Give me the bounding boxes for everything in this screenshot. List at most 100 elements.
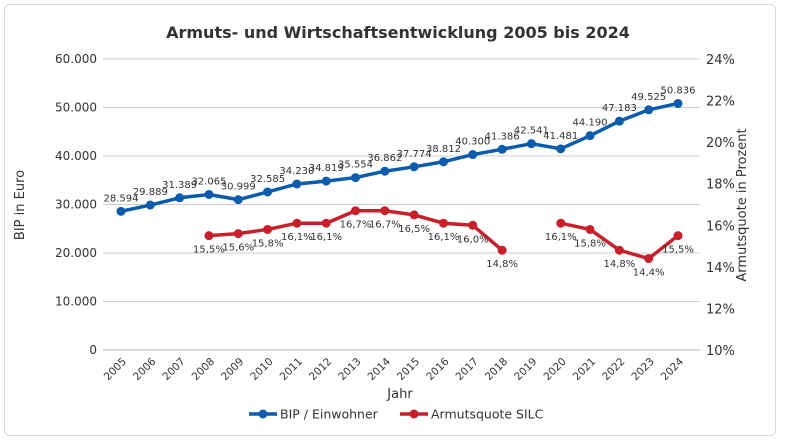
- data-point: [673, 98, 683, 108]
- x-tick-label: 2020: [541, 356, 568, 383]
- y-left-tick-label: 40.000: [55, 149, 97, 163]
- data-point: [145, 200, 155, 210]
- x-tick-label: 2024: [659, 355, 687, 383]
- data-point: [321, 176, 331, 186]
- data-label: 28.594: [104, 193, 139, 204]
- data-label: 44.190: [573, 118, 608, 129]
- y-left-tick-label: 60.000: [55, 52, 97, 66]
- data-label: 32.585: [250, 174, 285, 185]
- data-label: 31.389: [162, 180, 197, 191]
- chart-title: Armuts- und Wirtschaftsentwicklung 2005 …: [166, 23, 630, 42]
- chart-frame: [4, 4, 776, 436]
- x-tick-label: 2011: [278, 356, 305, 383]
- x-axis-title: Jahr: [386, 387, 413, 402]
- legend-marker: [409, 409, 419, 419]
- data-point: [409, 210, 419, 220]
- data-point: [556, 144, 566, 154]
- y-right-tick-label: 20%: [706, 136, 735, 151]
- y-left-tick-label: 0: [89, 343, 97, 357]
- x-tick-label: 2022: [600, 356, 627, 383]
- data-point: [585, 131, 595, 141]
- series-line-bip: [120, 101, 679, 214]
- data-point: [526, 139, 536, 149]
- y-left-tick-label: 10.000: [55, 295, 97, 309]
- x-tick-label: 2021: [571, 356, 598, 383]
- x-tick-label: 2017: [454, 356, 481, 383]
- legend-entry: BIP / Einwohner: [280, 407, 379, 422]
- data-point: [175, 193, 185, 203]
- data-label: 42.541: [514, 126, 549, 137]
- data-point: [497, 144, 507, 154]
- data-point: [438, 218, 448, 228]
- data-point: [585, 224, 595, 234]
- y-left-tick-label: 50.000: [55, 101, 97, 115]
- data-point: [380, 166, 390, 176]
- data-label: 35.554: [338, 160, 373, 171]
- y-right-tick-label: 18%: [706, 178, 735, 193]
- data-label: 15,8%: [574, 238, 606, 249]
- x-tick-label: 2008: [190, 356, 217, 383]
- data-label: 14,4%: [633, 268, 665, 279]
- x-tick-label: 2012: [307, 356, 334, 383]
- data-point: [409, 162, 419, 172]
- data-label: 41.386: [485, 131, 520, 142]
- data-label: 47.183: [602, 103, 637, 114]
- data-point: [263, 187, 273, 197]
- data-label: 30.999: [221, 182, 256, 193]
- data-point: [380, 206, 390, 216]
- data-label: 16,7%: [340, 220, 372, 231]
- data-point: [438, 157, 448, 167]
- y-right-tick-label: 10%: [706, 344, 735, 359]
- data-point: [614, 245, 624, 255]
- data-label: 37.774: [397, 149, 432, 160]
- x-tick-label: 2013: [336, 356, 363, 383]
- data-label: 16,1%: [281, 232, 313, 243]
- y-right-tick-label: 16%: [706, 219, 735, 234]
- legend-marker: [258, 409, 268, 419]
- data-label: 15,5%: [662, 245, 694, 256]
- data-point: [644, 254, 654, 264]
- data-point: [644, 105, 654, 115]
- y-right-tick-label: 22%: [706, 95, 735, 110]
- data-label: 36.862: [367, 153, 402, 164]
- data-label: 29.889: [133, 187, 168, 198]
- data-label: 49.525: [631, 92, 666, 103]
- data-label: 50.836: [661, 85, 696, 96]
- data-label: 34.230: [279, 166, 314, 177]
- data-label: 16,5%: [398, 224, 430, 235]
- y-axis-right-title: Armutsquote in Prozent: [735, 128, 750, 281]
- x-tick-label: 2007: [160, 356, 187, 383]
- data-point: [292, 179, 302, 189]
- data-point: [233, 229, 243, 239]
- x-tick-label: 2010: [248, 356, 275, 383]
- data-point: [204, 189, 214, 199]
- legend-entry: Armutsquote SILC: [431, 407, 544, 422]
- data-label: 15,5%: [193, 245, 225, 256]
- data-point: [263, 224, 273, 234]
- x-tick-label: 2018: [483, 356, 510, 383]
- data-label: 16,1%: [428, 232, 460, 243]
- x-tick-label: 2023: [629, 356, 656, 383]
- data-label: 14,8%: [486, 259, 518, 270]
- data-point: [468, 220, 478, 230]
- data-label: 15,8%: [252, 238, 284, 249]
- y-left-tick-label: 20.000: [55, 246, 97, 260]
- data-point: [556, 218, 566, 228]
- data-label: 34.819: [309, 163, 344, 174]
- x-tick-label: 2015: [395, 356, 422, 383]
- data-point: [468, 150, 478, 160]
- data-point: [673, 231, 683, 241]
- x-tick-label: 2014: [366, 355, 394, 383]
- data-point: [351, 206, 361, 216]
- y-right-tick-label: 14%: [706, 261, 735, 276]
- data-label: 41.481: [543, 131, 578, 142]
- data-point: [233, 195, 243, 205]
- data-label: 16,1%: [310, 232, 342, 243]
- data-point: [497, 245, 507, 255]
- data-label: 32.065: [191, 176, 226, 187]
- data-label: 15,6%: [222, 243, 254, 254]
- data-point: [321, 218, 331, 228]
- y-right-tick-label: 24%: [706, 53, 735, 68]
- data-point: [116, 206, 126, 216]
